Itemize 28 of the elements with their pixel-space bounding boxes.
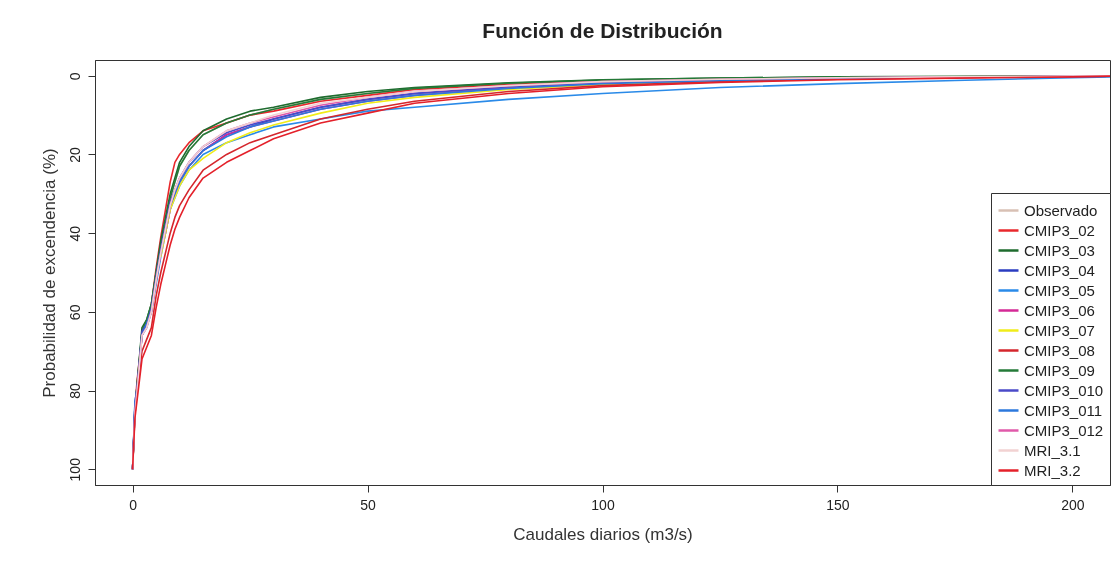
y-tick-label: 60 (66, 304, 83, 321)
legend-label: CMIP3_06 (1024, 301, 1095, 319)
y-tick-label: 100 (66, 457, 83, 482)
x-tick-label: 150 (826, 496, 850, 513)
legend-label: MRI_3.1 (1024, 441, 1081, 459)
legend-label: CMIP3_04 (1024, 261, 1095, 279)
legend-label: Observado (1024, 201, 1098, 219)
x-tick-label: 200 (1061, 496, 1085, 513)
legend-label: MRI_3.2 (1024, 461, 1081, 479)
x-tick-label: 100 (591, 496, 615, 513)
x-tick-label: 50 (360, 496, 377, 513)
legend-label: CMIP3_05 (1024, 281, 1095, 299)
legend-label: CMIP3_09 (1024, 361, 1095, 379)
legend-label: CMIP3_012 (1024, 421, 1104, 439)
x-tick-label: 0 (129, 496, 138, 513)
legend-label: CMIP3_07 (1024, 321, 1095, 339)
x-axis-title: Caudales diarios (m3/s) (513, 524, 693, 544)
legend-label: CMIP3_02 (1024, 221, 1095, 239)
y-tick-label: 40 (66, 225, 83, 242)
y-tick-label: 0 (66, 72, 83, 81)
chart-title: Función de Distribución (482, 19, 723, 42)
legend-label: CMIP3_011 (1024, 401, 1103, 419)
y-axis-title: Probabilidad de excendencia (%) (39, 148, 59, 398)
y-tick-label: 20 (66, 146, 83, 163)
legend-label: CMIP3_03 (1024, 241, 1095, 259)
legend-label: CMIP3_010 (1024, 381, 1104, 399)
y-tick-label: 80 (66, 383, 83, 399)
legend-label: CMIP3_08 (1024, 341, 1095, 359)
